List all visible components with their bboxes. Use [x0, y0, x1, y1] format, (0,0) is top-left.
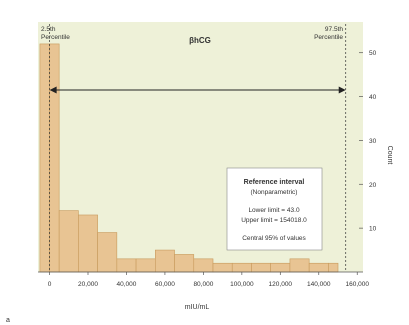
reference-label-line2: Percentile [41, 34, 70, 41]
x-tick-label: 80,000 [193, 281, 213, 288]
histogram-bar [251, 262, 271, 273]
x-tick-label: 100,000 [230, 281, 254, 288]
reference-label-line1: 97.5th [325, 26, 343, 33]
annotation-title: Reference interval [244, 179, 305, 186]
histogram-bar [328, 262, 339, 273]
reference-label-line2: Percentile [314, 34, 343, 41]
x-tick-label: 0 [48, 281, 52, 288]
x-tick-label: 40,000 [117, 281, 137, 288]
y-axis-label: Count [386, 146, 393, 165]
y-tick-label: 20 [369, 182, 377, 189]
x-tick-label: 120,000 [269, 281, 293, 288]
x-tick-label: 20,000 [78, 281, 98, 288]
annotation-lower-limit: Lower limit = 43.0 [248, 207, 300, 214]
histogram-bar [289, 258, 310, 273]
annotation-upper-limit: Upper limit = 154018.0 [241, 217, 307, 224]
y-tick-label: 50 [369, 50, 377, 57]
annotation-note: Central 95% of values [242, 235, 306, 242]
x-axis-ticks: 0 20,000 40,000 60,000 80,000 100,000 120,000 1… [48, 272, 369, 288]
panel-label: a [6, 317, 10, 324]
histogram-bar [155, 249, 175, 273]
y-axis-ticks: 10 20 30 40 50 [359, 50, 377, 233]
histogram-bar [174, 254, 195, 273]
x-tick-label: 140,000 [307, 281, 331, 288]
histogram-bar [39, 43, 50, 273]
histogram-bar [116, 258, 137, 273]
annotation-box [226, 167, 323, 251]
reference-interval-box: Reference interval (Nonparametric) Lower… [226, 167, 323, 251]
histogram-bar [58, 210, 79, 273]
histogram-bar [49, 43, 60, 273]
histogram-bar [270, 262, 291, 273]
histogram-bar [308, 262, 329, 273]
arrow-head-left [49, 86, 57, 94]
y-tick-label: 30 [369, 138, 377, 145]
annotation-subtitle: (Nonparametric) [251, 189, 298, 196]
chart-title: βhCG [189, 36, 211, 45]
histogram-bar [193, 258, 214, 273]
x-tick-label: 160,000 [345, 281, 369, 288]
histogram-bar [78, 214, 98, 273]
histogram-bars [39, 43, 339, 273]
y-tick-label: 40 [369, 94, 377, 101]
x-axis-label: mIU/mL [185, 304, 210, 311]
histogram-bar [135, 258, 156, 273]
arrow-head-right [338, 86, 346, 94]
histogram-bar [231, 262, 252, 273]
y-tick-label: 10 [369, 226, 377, 233]
histogram-bar [97, 232, 118, 273]
x-tick-label: 60,000 [155, 281, 175, 288]
reference-interval-arrow [49, 86, 346, 94]
histogram-bar [212, 262, 233, 273]
reference-label-line1: 2.5th [41, 26, 56, 33]
